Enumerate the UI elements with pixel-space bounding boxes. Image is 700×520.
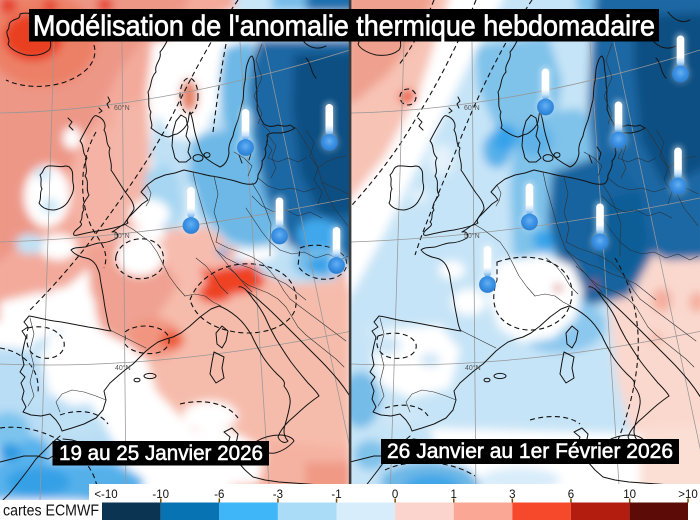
svg-text:19 au 25 Janvier 2026: 19 au 25 Janvier 2026 [59,442,263,465]
svg-text:<-10: <-10 [94,489,117,501]
svg-text:6: 6 [568,489,574,501]
svg-text:1: 1 [450,489,456,501]
svg-text:60°N: 60°N [464,104,480,112]
svg-text:26 Janvier au 1er Février 2026: 26 Janvier au 1er Février 2026 [387,440,673,463]
svg-text:-6: -6 [214,489,224,501]
svg-text:40°N: 40°N [465,364,481,372]
svg-text:0: 0 [392,489,398,501]
svg-text:50°N: 50°N [464,232,480,240]
svg-text:60°N: 60°N [114,104,130,112]
svg-text:-3: -3 [273,489,283,501]
svg-text:>10: >10 [678,489,698,501]
svg-text:-10: -10 [152,489,169,501]
svg-text:10: 10 [623,489,636,501]
svg-text:cartes ECMWF: cartes ECMWF [3,503,99,520]
svg-text:-1: -1 [331,489,341,501]
svg-text:Modélisation de l'anomalie the: Modélisation de l'anomalie thermique heb… [33,11,655,43]
svg-text:3: 3 [509,489,515,501]
svg-text:40°N: 40°N [115,364,131,372]
svg-text:50°N: 50°N [114,232,130,240]
